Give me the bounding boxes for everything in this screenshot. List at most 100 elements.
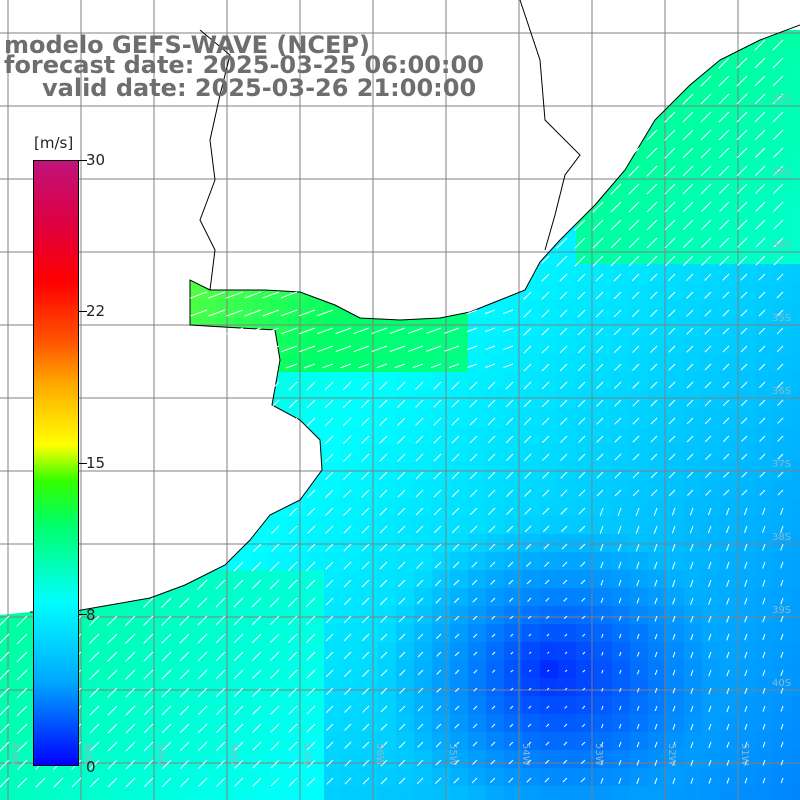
wind-arrow — [469, 471, 478, 480]
wind-cell — [432, 624, 451, 643]
wind-arrow — [469, 399, 478, 408]
wind-arrow — [16, 615, 28, 627]
wind-arrow — [672, 651, 676, 658]
wind-arrow — [307, 525, 316, 534]
wind-cell — [594, 678, 613, 697]
wind-arrow — [610, 237, 622, 249]
wind-arrow — [562, 561, 568, 567]
wind-arrow — [434, 579, 442, 587]
wind-arrow — [636, 723, 640, 729]
wind-arrow — [755, 255, 766, 266]
wind-arrow — [564, 651, 568, 655]
wind-cell — [486, 678, 505, 697]
wind-cell — [702, 624, 721, 643]
wind-arrow — [489, 543, 496, 550]
wind-arrow — [700, 165, 712, 177]
wind-cell — [756, 516, 775, 535]
wind-arrow — [601, 687, 604, 692]
wind-arrow — [762, 669, 766, 677]
wind-arrow — [397, 489, 406, 498]
wind-arrow — [689, 543, 694, 552]
wind-arrow — [17, 759, 28, 770]
wind-cell — [738, 678, 757, 697]
wind-arrow — [574, 219, 586, 231]
wind-arrow — [472, 741, 478, 747]
wind-cell — [540, 696, 559, 715]
wind-arrow — [722, 417, 730, 425]
wind-cell — [414, 714, 433, 733]
lat-label: 36S — [772, 386, 792, 397]
colorbar-tick-0: 0 — [86, 758, 96, 776]
wind-arrow — [371, 345, 388, 352]
wind-cell — [702, 498, 721, 517]
wind-cell — [720, 768, 739, 787]
wind-arrow — [397, 435, 406, 444]
wind-cell — [486, 570, 505, 589]
wind-cell — [468, 336, 487, 355]
wind-arrow — [490, 579, 496, 585]
wind-cell — [648, 660, 667, 679]
wind-arrow — [560, 489, 568, 497]
wind-cell — [468, 714, 487, 733]
wind-arrow — [505, 399, 514, 408]
wind-cell — [504, 534, 523, 553]
wind-cell — [90, 786, 109, 800]
wind-arrow — [762, 687, 766, 694]
wind-arrow — [484, 327, 496, 333]
wind-arrow — [578, 453, 586, 461]
wind-arrow — [433, 435, 442, 444]
wind-cell — [702, 426, 721, 445]
wind-cell — [198, 786, 217, 800]
wind-arrow — [252, 741, 262, 751]
wind-arrow — [744, 633, 748, 641]
wind-cell — [630, 696, 649, 715]
wind-cell — [756, 660, 775, 679]
wind-arrow — [488, 525, 496, 533]
wind-arrow — [527, 597, 532, 602]
wind-arrow — [708, 705, 712, 713]
wind-cell — [792, 786, 800, 800]
wind-cell — [288, 786, 307, 800]
wind-arrow — [324, 417, 334, 427]
wind-arrow — [542, 525, 550, 533]
wind-arrow — [343, 471, 352, 480]
wind-arrow — [215, 705, 226, 716]
wind-arrow — [601, 705, 604, 710]
wind-arrow — [740, 381, 748, 389]
wind-arrow — [581, 723, 586, 728]
wind-arrow — [17, 741, 28, 752]
wind-arrow — [610, 219, 622, 231]
wind-cell — [522, 534, 541, 553]
wind-arrow — [490, 741, 496, 747]
wind-arrow — [216, 723, 226, 733]
wind-arrow — [754, 147, 766, 159]
wind-arrow — [599, 507, 604, 517]
wind-arrow — [722, 291, 730, 299]
wind-arrow — [485, 345, 496, 351]
wind-arrow — [143, 687, 154, 698]
wind-cell — [360, 318, 379, 337]
wind-cell — [774, 588, 793, 607]
wind-arrow — [650, 435, 658, 443]
wind-arrow — [618, 777, 622, 784]
wind-cell — [450, 642, 469, 661]
wind-cell — [432, 642, 451, 661]
wind-cell — [126, 786, 145, 800]
wind-arrow — [215, 633, 226, 644]
wind-arrow — [686, 435, 694, 443]
wind-cell — [450, 678, 469, 697]
land-mask — [0, 0, 800, 615]
wind-cell — [216, 786, 235, 800]
wind-arrow — [526, 759, 532, 765]
wind-cell — [414, 624, 433, 643]
wind-arrow — [430, 363, 442, 369]
wind-arrow — [378, 381, 388, 391]
wind-arrow — [580, 777, 586, 783]
wind-arrow — [89, 777, 100, 788]
wind-arrow — [577, 291, 586, 300]
wind-arrow — [780, 543, 784, 551]
wind-arrow — [305, 579, 316, 590]
wind-cell — [792, 498, 800, 517]
wind-arrow — [179, 633, 190, 644]
wind-arrow — [654, 723, 658, 730]
